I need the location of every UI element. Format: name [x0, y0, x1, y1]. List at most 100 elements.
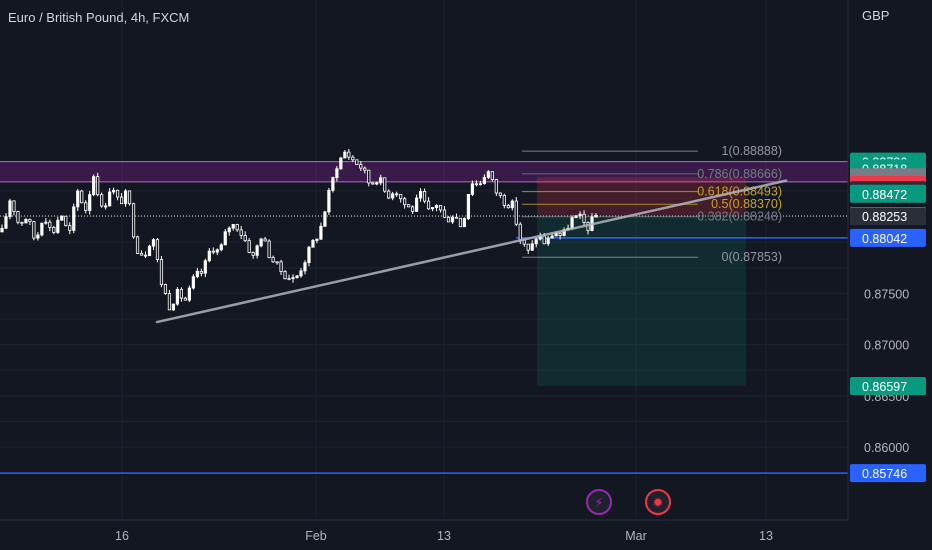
candle-body	[143, 254, 148, 257]
candle-body	[582, 213, 586, 223]
candle-body	[387, 190, 391, 199]
candle-body	[558, 232, 562, 236]
candle-body	[498, 192, 502, 196]
candle-body	[263, 238, 267, 242]
candle-body	[191, 276, 195, 289]
candle-body	[64, 215, 68, 227]
marker-glyph: ✹	[653, 496, 664, 511]
price-tag-label: 0.88472	[862, 188, 907, 202]
time-tick-label: Feb	[305, 529, 327, 543]
candle-body	[40, 222, 44, 236]
price-tag	[850, 376, 926, 395]
candle-body	[502, 194, 506, 206]
candle-body	[72, 206, 76, 231]
candle-body	[510, 200, 514, 209]
candle-body	[279, 261, 283, 272]
candle-body	[20, 221, 24, 224]
candle-body	[12, 200, 16, 212]
candles	[0, 148, 598, 311]
price-tag	[850, 184, 926, 203]
marker-ring	[586, 489, 612, 515]
candle-body	[418, 190, 423, 199]
candle-body	[84, 202, 88, 211]
candle-body	[466, 193, 471, 219]
candle-body	[56, 219, 60, 233]
price-tag-label: 0.85746	[862, 467, 907, 481]
candle-body	[407, 204, 411, 208]
candle-body	[199, 270, 203, 274]
candle-body	[151, 239, 156, 247]
candle-body	[68, 225, 72, 231]
candle-body	[411, 206, 415, 212]
price-tag-label: 0.86597	[862, 380, 907, 394]
time-tick-label: Mar	[625, 529, 647, 543]
lightning-icon[interactable]: ⚡	[586, 489, 612, 515]
candle-body	[450, 216, 455, 223]
candle-body	[514, 200, 518, 225]
eu-flag-icon[interactable]: ✹	[645, 489, 671, 515]
trendline[interactable]	[155, 179, 788, 324]
candle-body	[546, 237, 550, 245]
candle-body	[96, 176, 100, 196]
candle-body	[335, 168, 339, 179]
candle-body	[4, 216, 8, 229]
candle-body	[52, 226, 56, 233]
candle-body	[88, 194, 92, 211]
candle-body	[470, 183, 475, 195]
time-tick-label: 13	[759, 529, 773, 543]
candle-body	[327, 189, 331, 213]
candle-body	[175, 288, 180, 305]
candle-body	[0, 227, 4, 233]
fibonacci-retracement[interactable]: 1(0.88888)0.786(0.88666)0.618(0.88493)0.…	[522, 144, 782, 264]
candle-body	[183, 297, 187, 301]
price-scale[interactable]: 0.875000.870000.865000.860000.887860.887…	[847, 0, 926, 520]
candle-body	[474, 183, 479, 186]
candle-body	[490, 171, 494, 180]
candle-body	[594, 214, 598, 218]
candle-body	[211, 250, 215, 253]
marker-glyph: ⚡	[594, 496, 603, 511]
candle-body	[347, 151, 351, 158]
candle-body	[116, 189, 120, 198]
candle-body	[482, 176, 486, 185]
candle-body	[550, 235, 554, 239]
candle-body	[351, 156, 355, 161]
grid	[0, 0, 848, 520]
price-tag	[850, 228, 926, 247]
candle-body	[578, 213, 582, 217]
time-tick-label: 16	[115, 529, 129, 543]
candle-body	[155, 239, 160, 260]
candle-body	[426, 200, 431, 210]
candle-body	[8, 200, 12, 218]
candle-body	[215, 249, 219, 253]
candle-body	[119, 196, 124, 205]
price-tick-label: 0.86000	[864, 441, 909, 455]
candle-body	[438, 204, 443, 211]
candle-body	[359, 164, 363, 169]
candle-body	[139, 252, 144, 256]
candle-body	[92, 176, 96, 196]
candle-body	[187, 287, 191, 301]
candle-body	[399, 194, 403, 200]
candle-body	[379, 177, 383, 184]
candle-body	[267, 240, 271, 258]
candle-body	[295, 275, 299, 278]
candle-body	[494, 179, 498, 194]
candle-body	[375, 182, 379, 185]
resistance-zone	[0, 161, 848, 182]
candle-body	[367, 169, 371, 184]
candle-body	[239, 229, 243, 236]
time-scale[interactable]: 16 Feb 13 Mar 13	[0, 519, 848, 543]
candle-body	[44, 221, 48, 224]
candle-body	[227, 227, 231, 233]
candle-body	[60, 215, 64, 221]
event-markers[interactable]: ⚡ ✹	[586, 489, 671, 515]
candle-body	[76, 190, 80, 208]
candle-body	[526, 243, 530, 251]
fib-level-label: 0.382(0.88248)	[697, 210, 782, 224]
currency-label: GBP	[862, 8, 889, 23]
candle-body	[323, 211, 327, 227]
candle-body	[48, 221, 52, 228]
